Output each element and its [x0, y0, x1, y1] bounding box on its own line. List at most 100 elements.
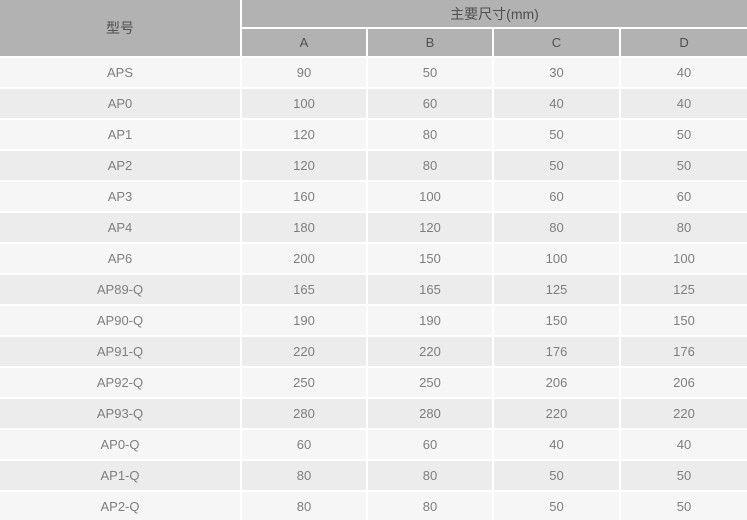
model-cell: AP92-Q	[0, 368, 242, 400]
model-cell: APS	[0, 58, 242, 90]
dimension-a-cell: 100	[242, 89, 368, 121]
dimension-d-cell: 50	[621, 120, 747, 152]
model-cell: AP6	[0, 244, 242, 276]
dimension-d-cell: 50	[621, 492, 747, 520]
dimension-c-cell: 100	[494, 244, 621, 276]
model-cell: AP91-Q	[0, 337, 242, 369]
dimension-c-cell: 80	[494, 213, 621, 245]
column-header-c: C	[494, 29, 621, 58]
model-column-header: 型号	[0, 0, 242, 58]
dimension-a-cell: 220	[242, 337, 368, 369]
dimension-b-cell: 220	[368, 337, 494, 369]
model-cell: AP3	[0, 182, 242, 214]
dimension-c-cell: 206	[494, 368, 621, 400]
dimension-a-cell: 165	[242, 275, 368, 307]
table-row: AP89-Q 165 165 125 125	[0, 275, 747, 307]
dimension-c-cell: 50	[494, 492, 621, 520]
dimension-a-cell: 80	[242, 461, 368, 493]
column-header-b: B	[368, 29, 494, 58]
dimension-b-cell: 60	[368, 430, 494, 462]
dimension-c-cell: 40	[494, 89, 621, 121]
model-cell: AP1	[0, 120, 242, 152]
dimension-d-cell: 125	[621, 275, 747, 307]
model-cell: AP90-Q	[0, 306, 242, 338]
dimension-c-cell: 50	[494, 151, 621, 183]
dimension-d-cell: 206	[621, 368, 747, 400]
dimension-a-cell: 80	[242, 492, 368, 520]
table-row: APS 90 50 30 40	[0, 58, 747, 90]
dimension-b-cell: 165	[368, 275, 494, 307]
dimension-c-cell: 60	[494, 182, 621, 214]
dimension-a-cell: 90	[242, 58, 368, 90]
table-row: AP92-Q 250 250 206 206	[0, 368, 747, 400]
dimension-b-cell: 60	[368, 89, 494, 121]
dimension-b-cell: 120	[368, 213, 494, 245]
dimension-a-cell: 250	[242, 368, 368, 400]
table-row: AP1-Q 80 80 50 50	[0, 461, 747, 493]
dimension-a-cell: 280	[242, 399, 368, 431]
dimension-b-cell: 100	[368, 182, 494, 214]
table-row: AP0 100 60 40 40	[0, 89, 747, 121]
table-header: 型号 主要尺寸(mm) A B C D	[0, 0, 747, 58]
table-row: AP3 160 100 60 60	[0, 182, 747, 214]
dimension-b-cell: 80	[368, 461, 494, 493]
dimension-d-cell: 220	[621, 399, 747, 431]
dimension-d-cell: 176	[621, 337, 747, 369]
header-row-main: 型号 主要尺寸(mm)	[0, 0, 747, 58]
dimension-d-cell: 150	[621, 306, 747, 338]
dimension-b-cell: 190	[368, 306, 494, 338]
dimension-a-cell: 120	[242, 120, 368, 152]
dimension-c-cell: 30	[494, 58, 621, 90]
table-row: AP0-Q 60 60 40 40	[0, 430, 747, 462]
model-cell: AP0	[0, 89, 242, 121]
dimension-a-cell: 120	[242, 151, 368, 183]
dimension-a-cell: 160	[242, 182, 368, 214]
dimension-c-cell: 50	[494, 120, 621, 152]
dimension-a-cell: 200	[242, 244, 368, 276]
column-header-d: D	[621, 29, 747, 58]
dimension-b-cell: 80	[368, 151, 494, 183]
model-cell: AP4	[0, 213, 242, 245]
table-row: AP93-Q 280 280 220 220	[0, 399, 747, 431]
table-row: AP91-Q 220 220 176 176	[0, 337, 747, 369]
dimension-d-cell: 50	[621, 461, 747, 493]
model-cell: AP0-Q	[0, 430, 242, 462]
dimension-b-cell: 50	[368, 58, 494, 90]
dimension-d-cell: 50	[621, 151, 747, 183]
dimension-c-cell: 40	[494, 430, 621, 462]
dimension-c-cell: 125	[494, 275, 621, 307]
model-cell: AP2-Q	[0, 492, 242, 520]
dimension-b-cell: 80	[368, 492, 494, 520]
model-cell: AP1-Q	[0, 461, 242, 493]
dimension-d-cell: 60	[621, 182, 747, 214]
dimension-d-cell: 40	[621, 58, 747, 90]
table-body: APS 90 50 30 40 AP0 100 60 40 40 AP1 120…	[0, 58, 747, 520]
table-row: AP2-Q 80 80 50 50	[0, 492, 747, 520]
dimension-c-cell: 220	[494, 399, 621, 431]
column-header-a: A	[242, 29, 368, 58]
dimension-a-cell: 60	[242, 430, 368, 462]
table-row: AP4 180 120 80 80	[0, 213, 747, 245]
table-row: AP6 200 150 100 100	[0, 244, 747, 276]
header-row-sub: A B C D	[0, 29, 747, 58]
dimension-c-cell: 50	[494, 461, 621, 493]
dimensions-group-header: 主要尺寸(mm)	[242, 0, 747, 29]
dimension-c-cell: 150	[494, 306, 621, 338]
dimension-b-cell: 150	[368, 244, 494, 276]
dimension-b-cell: 250	[368, 368, 494, 400]
model-cell: AP89-Q	[0, 275, 242, 307]
dimension-a-cell: 190	[242, 306, 368, 338]
dimension-a-cell: 180	[242, 213, 368, 245]
table-row: AP1 120 80 50 50	[0, 120, 747, 152]
dimension-b-cell: 280	[368, 399, 494, 431]
dimension-c-cell: 176	[494, 337, 621, 369]
dimension-b-cell: 80	[368, 120, 494, 152]
table-row: AP90-Q 190 190 150 150	[0, 306, 747, 338]
table-row: AP2 120 80 50 50	[0, 151, 747, 183]
dimension-d-cell: 80	[621, 213, 747, 245]
model-cell: AP93-Q	[0, 399, 242, 431]
model-cell: AP2	[0, 151, 242, 183]
dimension-d-cell: 40	[621, 89, 747, 121]
